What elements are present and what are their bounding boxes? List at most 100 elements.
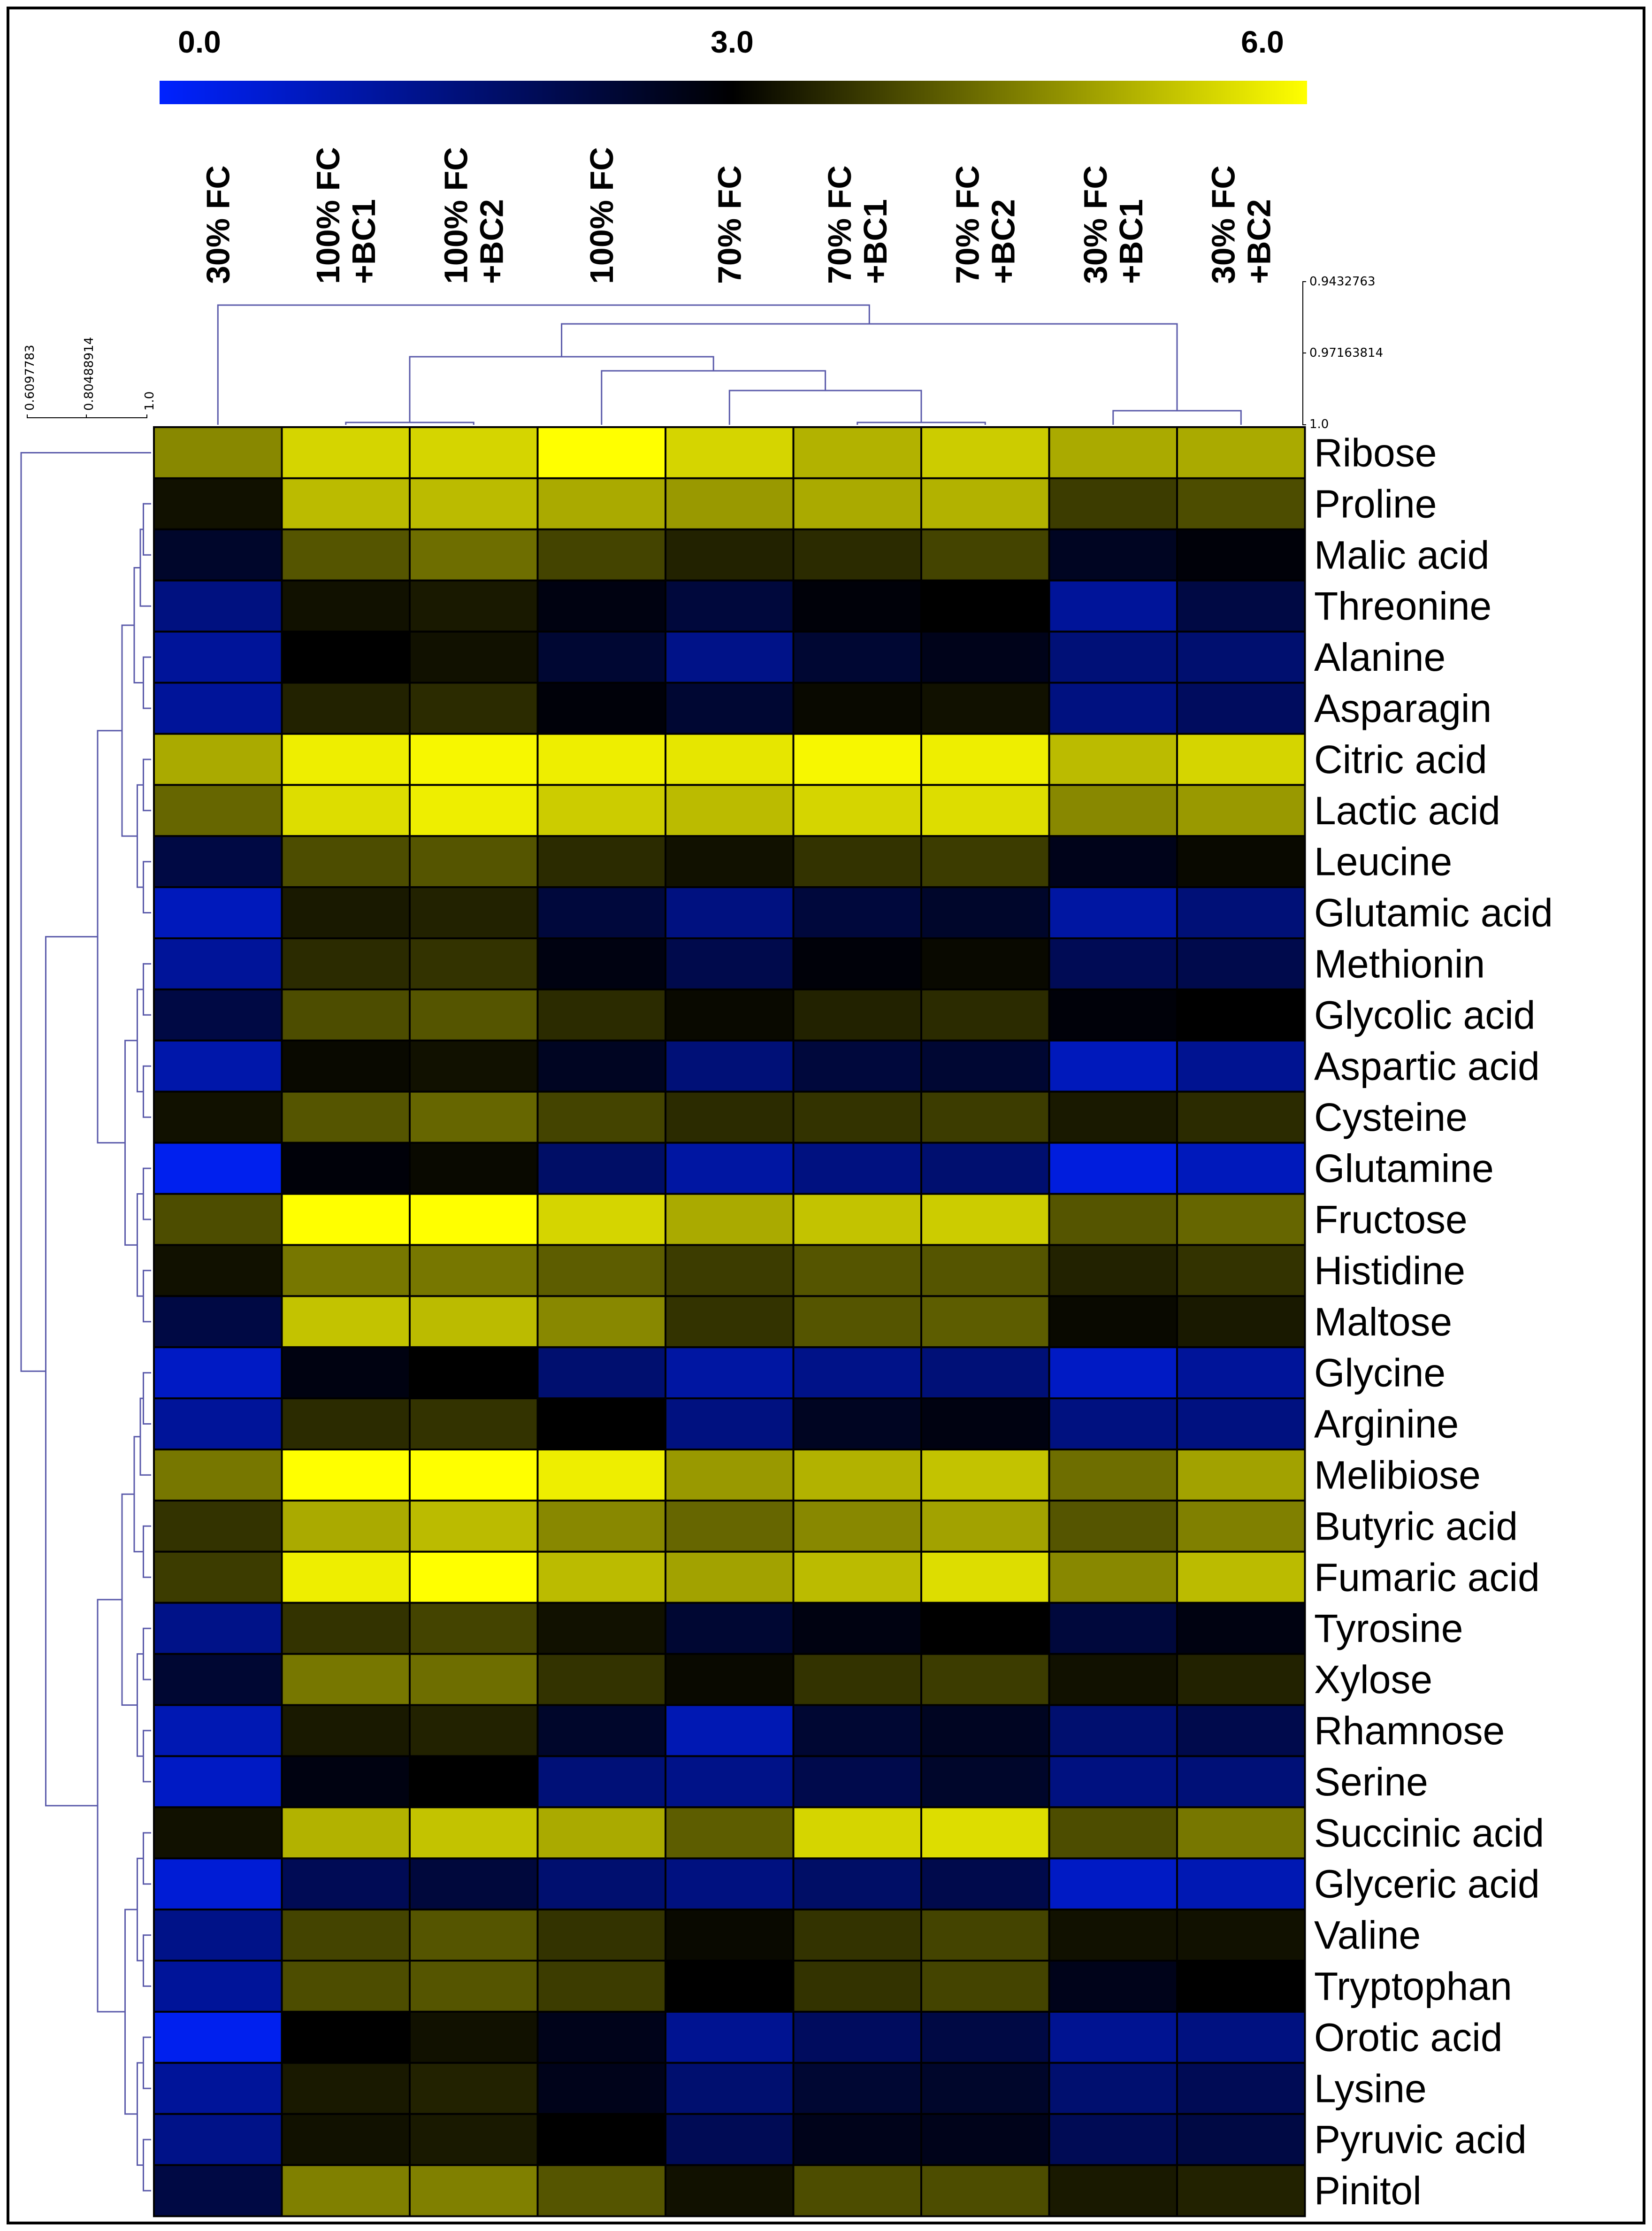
heatmap-cell bbox=[792, 1806, 922, 1860]
heatmap-cell bbox=[536, 937, 666, 990]
heatmap-cell bbox=[409, 1499, 539, 1553]
heatmap-cell bbox=[1176, 1857, 1306, 1911]
heatmap-cell bbox=[1048, 784, 1178, 837]
heatmap-cell bbox=[409, 937, 539, 990]
heatmap-cell bbox=[792, 1857, 922, 1911]
heatmap-cell bbox=[153, 1602, 283, 1655]
heatmap-cell bbox=[153, 426, 283, 479]
heatmap-cell bbox=[409, 528, 539, 582]
heatmap-cell bbox=[153, 1346, 283, 1400]
heatmap-cell bbox=[1176, 579, 1306, 633]
heatmap-cell bbox=[281, 886, 411, 939]
heatmap-cell bbox=[281, 579, 411, 633]
heatmap-cell bbox=[920, 1602, 1050, 1655]
heatmap-cell bbox=[536, 477, 666, 530]
heatmap-cell bbox=[1176, 682, 1306, 735]
heatmap-cell bbox=[1176, 1295, 1306, 1349]
column-label: 30% FC bbox=[1205, 165, 1241, 284]
heatmap-cell bbox=[281, 1602, 411, 1655]
column-label: 30% FC bbox=[199, 165, 236, 284]
row-label: Glutamine bbox=[1314, 1146, 1494, 1190]
heatmap-cell bbox=[153, 1142, 283, 1195]
heatmap-cell bbox=[1176, 886, 1306, 939]
heatmap-cell bbox=[536, 1346, 666, 1400]
heatmap-cell bbox=[409, 2164, 539, 2217]
heatmap-cell bbox=[1048, 1295, 1178, 1349]
row-label: Orotic acid bbox=[1314, 2015, 1502, 2059]
heatmap-cell bbox=[1176, 1960, 1306, 2013]
heatmap-cell bbox=[920, 1244, 1050, 1297]
heatmap-cell bbox=[792, 784, 922, 837]
heatmap-cell bbox=[665, 528, 795, 582]
heatmap-cell bbox=[665, 937, 795, 990]
heatmap-cell bbox=[792, 1499, 922, 1553]
heatmap-cell bbox=[665, 1653, 795, 1706]
heatmap-cell bbox=[665, 1295, 795, 1349]
heatmap-cell bbox=[1176, 1602, 1306, 1655]
row-label: Aspartic acid bbox=[1314, 1044, 1540, 1088]
row-label: Glycolic acid bbox=[1314, 993, 1535, 1037]
heatmap-cell bbox=[153, 579, 283, 633]
heatmap-cell bbox=[920, 784, 1050, 837]
heatmap-cell bbox=[1176, 784, 1306, 837]
heatmap-cell bbox=[920, 579, 1050, 633]
heatmap-cell bbox=[1176, 2113, 1306, 2166]
row-scale-tick-left: 0.6097783 bbox=[23, 345, 37, 411]
heatmap-cell bbox=[665, 988, 795, 1042]
heatmap-cell bbox=[1176, 988, 1306, 1042]
heatmap-cell bbox=[536, 2010, 666, 2064]
heatmap-cell bbox=[1176, 1142, 1306, 1195]
row-dendrogram-link bbox=[143, 1065, 151, 1118]
heatmap-cell bbox=[153, 1449, 283, 1502]
heatmap-cell bbox=[409, 682, 539, 735]
heatmap-cell bbox=[281, 1755, 411, 1809]
heatmap-cell bbox=[665, 1960, 795, 2013]
heatmap-cell bbox=[1176, 1499, 1306, 1553]
row-label: Melibiose bbox=[1314, 1453, 1481, 1497]
heatmap-cell bbox=[281, 1857, 411, 1911]
heatmap-cell bbox=[665, 1909, 795, 1962]
heatmap-cell bbox=[409, 988, 539, 1042]
heatmap-cell bbox=[409, 426, 539, 479]
column-dendrogram-link bbox=[561, 323, 1178, 411]
heatmap-cell bbox=[536, 1602, 666, 1655]
heatmap-cell bbox=[153, 1653, 283, 1706]
heatmap-cell bbox=[409, 1704, 539, 1757]
heatmap-cell bbox=[409, 1193, 539, 1246]
heatmap-cell bbox=[153, 2062, 283, 2115]
heatmap-cell bbox=[1048, 1244, 1178, 1297]
heatmap-cell bbox=[920, 1397, 1050, 1451]
heatmap-cell bbox=[409, 630, 539, 684]
heatmap-cell bbox=[1176, 1550, 1306, 1604]
row-dendrogram-link bbox=[143, 1372, 151, 1425]
scale-max-label: 6.0 bbox=[1241, 24, 1284, 59]
row-dendrogram-link bbox=[137, 989, 144, 1093]
heatmap-cell bbox=[153, 1755, 283, 1809]
heatmap-cell bbox=[409, 1550, 539, 1604]
heatmap-cell bbox=[153, 2010, 283, 2064]
heatmap-cell bbox=[536, 1909, 666, 1962]
row-dendrogram-link bbox=[20, 452, 151, 1372]
heatmap-cell bbox=[1176, 1193, 1306, 1246]
column-dendrogram-link bbox=[217, 304, 870, 425]
heatmap-cell bbox=[792, 682, 922, 735]
heatmap-cell bbox=[1176, 2062, 1306, 2115]
heatmap-cell bbox=[153, 528, 283, 582]
row-dendrogram-link bbox=[45, 936, 98, 1807]
row-dendrogram-link bbox=[143, 1525, 151, 1578]
heatmap-cell bbox=[281, 937, 411, 990]
heatmap-cell bbox=[792, 988, 922, 1042]
heatmap-cell bbox=[792, 1704, 922, 1757]
heatmap-cell bbox=[1176, 426, 1306, 479]
heatmap-cell bbox=[536, 1090, 666, 1144]
heatmap-cell bbox=[792, 937, 922, 990]
heatmap-cell bbox=[792, 1397, 922, 1451]
heatmap-cell bbox=[153, 784, 283, 837]
row-label: Butyric acid bbox=[1314, 1504, 1518, 1548]
heatmap-cell bbox=[665, 1039, 795, 1093]
row-dendrogram-link bbox=[97, 730, 125, 1144]
color-scale-bar bbox=[160, 81, 1307, 104]
heatmap-cell bbox=[281, 2010, 411, 2064]
row-dendrogram-link bbox=[143, 963, 151, 1016]
